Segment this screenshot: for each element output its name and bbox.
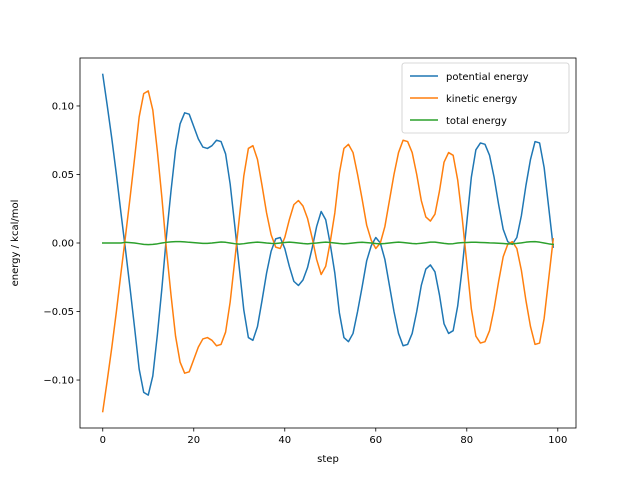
- x-tick-label: 20: [187, 435, 200, 446]
- series-line-kinetic-energy: [101, 90, 555, 413]
- series-line-total-energy: [102, 240, 555, 246]
- legend-entry: total energy: [446, 116, 507, 127]
- y-axis-label: energy / kcal/mol: [10, 200, 21, 287]
- y-tick-label: 0.10: [52, 101, 74, 112]
- x-axis-label: step: [317, 454, 339, 465]
- y-axis: −0.10 −0.05 0.00 0.05 0.10: [43, 101, 80, 387]
- x-tick-label: 80: [460, 435, 473, 446]
- y-tick-label: 0.00: [52, 239, 74, 250]
- legend-entry: kinetic energy: [446, 94, 517, 105]
- legend: potential energy kinetic energy total ener…: [401, 62, 570, 134]
- x-axis: 0 20 40 60 80 100: [100, 428, 567, 446]
- legend-box: [401, 62, 570, 134]
- legend-entry: potential energy: [446, 72, 529, 83]
- x-tick-label: 100: [548, 435, 567, 446]
- y-tick-label: −0.10: [43, 376, 74, 387]
- series-line-potential-energy: [101, 73, 555, 396]
- x-tick-label: 40: [278, 435, 291, 446]
- x-tick-label: 0: [100, 435, 106, 446]
- y-tick-label: 0.05: [52, 170, 74, 181]
- series-layer: [101, 73, 555, 413]
- y-tick-label: −0.05: [43, 307, 74, 318]
- x-tick-label: 60: [369, 435, 382, 446]
